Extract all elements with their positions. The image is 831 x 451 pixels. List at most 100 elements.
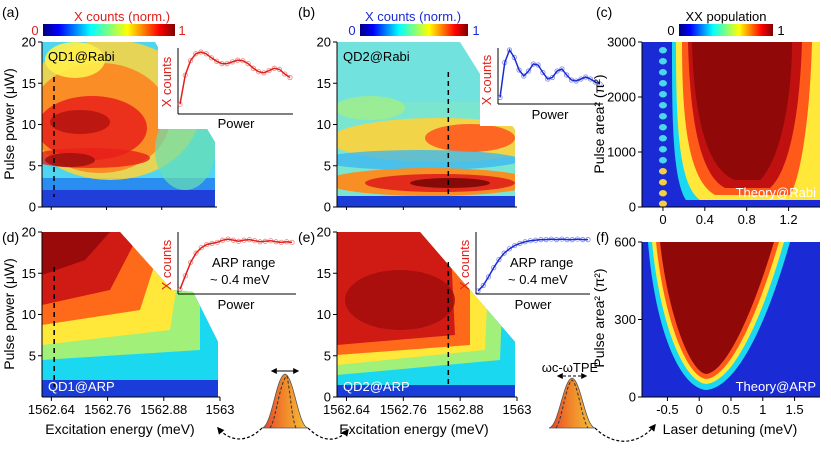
inset-point xyxy=(516,67,522,73)
inset-point xyxy=(553,237,560,243)
inset-point xyxy=(538,237,544,243)
rabi-dot xyxy=(658,179,667,186)
colorbar-b-gradient xyxy=(360,24,468,36)
x-tick-label: 1563 xyxy=(206,402,235,417)
y-tick-label: 15 xyxy=(22,266,36,281)
inset-point xyxy=(252,238,258,244)
inset-point xyxy=(198,49,204,55)
x-tick-label: 1562.64 xyxy=(28,402,75,417)
y-tick-label: 10 xyxy=(317,307,331,322)
inset-d-series xyxy=(177,236,295,292)
x-tick-label: 1562.76 xyxy=(380,402,427,417)
panel-c-y-ticks: 0 1000 2000 3000 xyxy=(607,35,642,215)
inset-e-series xyxy=(475,236,591,294)
panel-d-x-ticks: 1562.64 1562.76 1562.88 1563 xyxy=(28,397,235,417)
rabi-dot xyxy=(658,168,667,175)
inset-point xyxy=(198,245,204,251)
inset-e-text-2: ~ 0.4 meV xyxy=(508,272,568,287)
y-tick-label: 20 xyxy=(22,35,36,50)
panel-a-label: (a) xyxy=(2,4,19,20)
colorbar-a-max: 1 xyxy=(178,23,185,38)
inset-point xyxy=(559,66,565,72)
inset-point xyxy=(182,72,188,78)
rabi-dot xyxy=(658,58,667,65)
colorbar-c-gradient xyxy=(679,24,773,36)
panel-e-xlabel: Excitation energy (meV) xyxy=(339,421,488,437)
inset-point xyxy=(496,256,502,263)
inset-point xyxy=(530,61,536,67)
inset-point xyxy=(587,76,594,82)
inset-point xyxy=(592,79,598,85)
panel-a-y-ticks: 0 5 10 15 20 xyxy=(22,35,42,215)
panel-f: 0 300 600 -0.5 0 0.5 1 1.5 (f) Theory@ARP Puls… xyxy=(591,229,820,437)
panel-b-y-ticks: 0 5 10 15 20 xyxy=(317,35,337,215)
inset-point xyxy=(585,237,591,243)
inset-point xyxy=(230,237,236,243)
inset-point xyxy=(491,265,497,271)
colorbar-a-gradient xyxy=(43,24,175,36)
panel-c-rabi-dots xyxy=(658,47,667,207)
inset-line xyxy=(477,238,588,292)
y-tick-label: 10 xyxy=(317,117,331,132)
panel-e-y-ticks: 0 5 10 15 20 xyxy=(317,225,337,405)
inset-line xyxy=(179,238,293,290)
inset-point xyxy=(527,238,533,244)
x-tick-label: 1562.76 xyxy=(84,402,131,417)
rabi-dot xyxy=(658,113,667,120)
inset-point xyxy=(245,60,251,67)
inset-a-series xyxy=(177,49,293,107)
y-tick-label: 15 xyxy=(317,76,331,91)
inset-point xyxy=(193,250,199,256)
inset-point xyxy=(209,240,215,246)
colorbar-c-max: 1 xyxy=(777,23,784,38)
inset-point xyxy=(501,250,507,256)
inset-point xyxy=(574,236,581,242)
panel-c-heatmap xyxy=(642,42,820,207)
x-tick-label: 0 xyxy=(659,212,666,227)
inset-point xyxy=(203,51,209,57)
y-tick-label: 10 xyxy=(22,117,36,132)
schematic-label: ωc-ωTPE xyxy=(542,360,599,375)
inset-point xyxy=(236,238,242,244)
inset-point xyxy=(543,237,549,243)
panel-f-annotation: Theory@ARP xyxy=(736,379,816,394)
panel-a-x-ticks xyxy=(50,207,163,210)
panel-f-label: (f) xyxy=(596,229,609,245)
panel-b-x-ticks xyxy=(345,207,461,210)
panel-d-inset: Power X counts ARP range ~ 0.4 meV xyxy=(159,232,296,312)
rabi-dot xyxy=(658,157,667,164)
inset-point xyxy=(246,237,252,243)
inset-point xyxy=(284,239,290,245)
y-tick-label: 0 xyxy=(324,200,331,215)
inset-point xyxy=(506,47,513,53)
panel-b-inset: Power X counts xyxy=(479,44,608,126)
inset-point xyxy=(568,77,575,83)
inset-point xyxy=(521,73,527,79)
inset-d-text-1: ARP range xyxy=(212,255,275,270)
x-tick-label: 1562.88 xyxy=(437,402,484,417)
inset-point xyxy=(287,74,293,81)
colorbar-b-max: 1 xyxy=(472,23,479,38)
rabi-dot xyxy=(658,124,667,131)
schematic-pulse-2: ωc-ωTPE xyxy=(542,360,656,442)
y-tick-label: 600 xyxy=(614,235,636,250)
inset-point xyxy=(262,238,268,244)
inset-point xyxy=(220,237,226,243)
inset-point xyxy=(250,65,256,71)
panel-e-x-ticks: 1562.64 1562.76 1562.88 1563 xyxy=(323,397,531,417)
inset-point xyxy=(266,67,272,74)
inset-point xyxy=(564,237,570,243)
inset-point xyxy=(276,66,283,73)
y-tick-label: 20 xyxy=(317,225,331,240)
y-tick-label: 0 xyxy=(629,200,636,215)
rabi-dot xyxy=(658,146,667,153)
inset-point xyxy=(177,101,183,107)
inset-point xyxy=(502,59,508,66)
inset-point xyxy=(255,69,262,75)
inset-line xyxy=(179,51,291,105)
rabi-dot xyxy=(658,135,667,142)
y-tick-label: 5 xyxy=(324,348,331,363)
